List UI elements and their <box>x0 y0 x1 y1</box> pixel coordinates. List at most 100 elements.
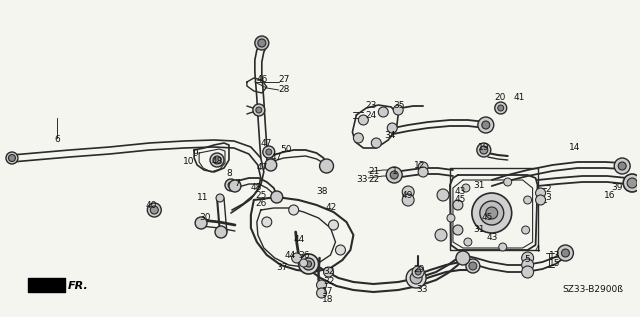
Circle shape <box>480 201 504 225</box>
Circle shape <box>614 158 630 174</box>
Circle shape <box>498 105 504 111</box>
Circle shape <box>522 259 534 271</box>
Text: 38: 38 <box>317 187 328 197</box>
Text: 16: 16 <box>604 191 616 200</box>
Text: 10: 10 <box>183 157 195 165</box>
Circle shape <box>557 245 573 261</box>
Circle shape <box>418 162 428 172</box>
Text: 6: 6 <box>55 135 61 145</box>
Circle shape <box>472 193 512 233</box>
Text: 9: 9 <box>192 148 198 158</box>
Circle shape <box>402 186 414 198</box>
Circle shape <box>289 205 299 215</box>
Circle shape <box>262 217 272 227</box>
Circle shape <box>6 152 18 164</box>
Text: 11: 11 <box>197 193 209 203</box>
Text: 39: 39 <box>611 184 623 192</box>
Circle shape <box>258 39 266 47</box>
Circle shape <box>371 138 381 148</box>
Text: 47: 47 <box>271 152 282 161</box>
Circle shape <box>229 180 241 192</box>
Circle shape <box>618 162 626 170</box>
Circle shape <box>627 178 637 188</box>
Circle shape <box>266 149 272 155</box>
Text: 45: 45 <box>482 214 493 223</box>
Text: 37: 37 <box>276 263 288 273</box>
Text: 24: 24 <box>365 111 376 120</box>
Text: 13: 13 <box>548 250 560 260</box>
Text: 31: 31 <box>473 225 484 235</box>
Circle shape <box>456 251 470 265</box>
Circle shape <box>536 188 545 198</box>
Circle shape <box>8 154 15 161</box>
Text: SZ33-B2900ß: SZ33-B2900ß <box>563 286 623 294</box>
Text: 47: 47 <box>261 139 272 147</box>
Circle shape <box>317 288 326 298</box>
Circle shape <box>561 249 570 257</box>
Text: 43: 43 <box>455 187 467 197</box>
Text: FR.: FR. <box>68 281 88 291</box>
Text: 20: 20 <box>495 93 506 101</box>
Circle shape <box>306 261 312 267</box>
Circle shape <box>464 238 472 246</box>
Text: 28: 28 <box>279 86 290 94</box>
Circle shape <box>263 146 275 158</box>
Text: 49: 49 <box>401 191 413 199</box>
Circle shape <box>271 191 283 203</box>
Circle shape <box>255 36 269 50</box>
Text: 1: 1 <box>392 167 398 177</box>
Text: 48: 48 <box>212 158 223 166</box>
Text: 31: 31 <box>473 180 484 190</box>
Circle shape <box>292 253 301 263</box>
Circle shape <box>435 229 447 241</box>
Circle shape <box>300 259 308 267</box>
Text: 15: 15 <box>548 258 560 268</box>
Text: 45: 45 <box>455 196 467 204</box>
Text: 8: 8 <box>226 170 232 178</box>
Text: 5: 5 <box>525 256 531 264</box>
Circle shape <box>253 104 265 116</box>
Circle shape <box>353 133 364 143</box>
Circle shape <box>265 159 276 171</box>
Circle shape <box>402 194 414 206</box>
Text: 47: 47 <box>257 163 268 171</box>
Text: 34: 34 <box>384 131 396 139</box>
Text: 7: 7 <box>234 179 240 189</box>
Text: 4: 4 <box>534 245 540 255</box>
Text: 30: 30 <box>199 214 211 223</box>
Circle shape <box>412 266 424 278</box>
Circle shape <box>215 226 227 238</box>
Circle shape <box>453 225 463 235</box>
Circle shape <box>210 153 224 167</box>
Circle shape <box>522 266 534 278</box>
Circle shape <box>623 174 640 192</box>
Circle shape <box>228 182 234 188</box>
Text: 44: 44 <box>294 236 305 244</box>
Circle shape <box>536 195 545 205</box>
Text: 29: 29 <box>413 266 424 275</box>
Circle shape <box>480 146 488 154</box>
Circle shape <box>378 107 388 117</box>
Circle shape <box>299 254 319 274</box>
Text: 32: 32 <box>324 277 335 287</box>
Circle shape <box>486 207 498 219</box>
Circle shape <box>478 117 494 133</box>
Circle shape <box>324 267 333 277</box>
Circle shape <box>393 105 403 115</box>
Circle shape <box>477 143 491 157</box>
Text: 43: 43 <box>487 234 498 243</box>
Circle shape <box>410 272 422 284</box>
Text: 46: 46 <box>257 75 268 85</box>
Text: 18: 18 <box>321 295 333 305</box>
Circle shape <box>469 262 477 270</box>
Circle shape <box>415 269 421 275</box>
Text: 21: 21 <box>369 167 380 177</box>
Circle shape <box>387 167 402 183</box>
Text: 3: 3 <box>545 193 551 203</box>
Circle shape <box>504 178 512 186</box>
Circle shape <box>466 259 480 273</box>
Circle shape <box>390 171 398 179</box>
Text: 25: 25 <box>256 191 268 200</box>
Circle shape <box>225 179 237 191</box>
Circle shape <box>216 194 224 202</box>
